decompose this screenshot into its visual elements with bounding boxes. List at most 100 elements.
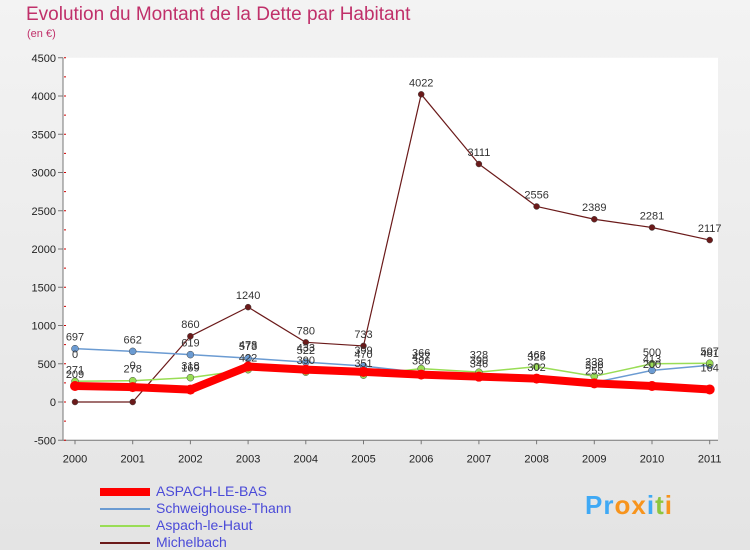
data-point	[473, 371, 484, 382]
legend-swatch	[100, 508, 150, 510]
proxiti-logo: Proxiti	[585, 490, 673, 521]
data-point	[360, 342, 367, 350]
data-label: 200	[643, 359, 661, 371]
data-label: 470	[354, 349, 372, 361]
data-label: 2389	[582, 202, 606, 214]
data-label: 4022	[409, 77, 433, 89]
y-tick-label: 1500	[32, 282, 56, 294]
data-point	[475, 160, 483, 168]
data-point	[127, 382, 138, 393]
logo-letter: x	[631, 490, 647, 520]
data-point	[186, 373, 195, 382]
data-label: 733	[354, 329, 372, 341]
legend-swatch	[100, 488, 150, 496]
data-label: 255	[585, 365, 603, 377]
data-label: 399	[354, 345, 372, 357]
data-point	[243, 361, 254, 372]
data-point	[647, 381, 657, 392]
data-point	[302, 339, 310, 346]
data-label: 351	[354, 358, 372, 370]
data-label: 386	[412, 355, 430, 367]
legend-label: Aspach-le-Haut	[156, 517, 253, 533]
data-label: 2117	[698, 223, 722, 235]
y-tick-label: 2000	[32, 244, 56, 256]
data-point	[706, 236, 713, 244]
data-label: 390	[297, 355, 315, 367]
data-point	[71, 344, 79, 353]
y-tick-label: 1000	[32, 321, 56, 333]
data-label: 366	[412, 348, 430, 360]
y-tick-label: 3000	[32, 168, 56, 180]
data-point	[531, 373, 542, 384]
data-point	[244, 303, 252, 311]
data-point	[532, 362, 541, 371]
y-tick-label: 4500	[32, 53, 56, 65]
legend-label: ASPACH-LE-BAS	[156, 483, 267, 499]
data-point	[648, 224, 656, 231]
x-tick-label: 2007	[467, 453, 491, 465]
legend-swatch	[100, 542, 150, 544]
y-tick-label: 4000	[32, 91, 56, 103]
data-point	[416, 369, 427, 380]
data-point	[186, 350, 195, 359]
data-label: 619	[181, 338, 199, 350]
logo-letter: r	[603, 490, 615, 520]
series-line	[75, 93, 710, 403]
data-label: 2281	[640, 211, 664, 223]
data-label: 346	[470, 359, 488, 371]
legend-swatch	[100, 525, 150, 527]
data-label: 3111	[467, 147, 490, 159]
data-point	[533, 203, 540, 210]
data-point	[648, 360, 656, 368]
x-tick-label: 2003	[236, 453, 260, 465]
logo-letter: t	[655, 490, 665, 520]
x-tick-label: 2008	[524, 453, 548, 465]
data-label: 2556	[524, 189, 548, 201]
data-point	[589, 378, 600, 389]
data-point	[705, 359, 714, 367]
logo-letter: o	[614, 490, 632, 520]
x-tick-label: 2001	[120, 453, 144, 465]
data-point	[417, 91, 425, 98]
logo-letter: i	[664, 490, 673, 520]
x-tick-label: 2005	[351, 453, 375, 465]
data-label: 860	[181, 319, 199, 331]
data-label: 390	[470, 355, 488, 367]
data-label: 500	[643, 347, 661, 359]
data-label: 573	[239, 341, 257, 353]
data-label: 328	[470, 350, 488, 362]
data-point	[129, 398, 136, 406]
data-label: 413	[643, 353, 661, 365]
chart-subtitle: (en €)	[27, 28, 56, 40]
data-point	[185, 384, 196, 395]
data-label: 209	[66, 369, 84, 381]
data-point	[704, 384, 715, 395]
data-point	[300, 364, 311, 375]
data-label: 336	[585, 359, 603, 371]
data-point	[591, 215, 598, 223]
data-label: 325	[527, 352, 545, 364]
data-label: 433	[297, 343, 315, 355]
y-tick-label: 0	[50, 397, 56, 409]
data-label: 271	[66, 364, 84, 376]
x-tick-label: 2011	[698, 453, 722, 465]
y-tick-label: 500	[38, 359, 56, 371]
logo-letter: P	[585, 490, 604, 520]
data-label: 437	[412, 352, 430, 364]
legend-label: Schweighouse-Thann	[156, 500, 292, 516]
x-tick-label: 2006	[409, 453, 433, 465]
y-tick-label: 2500	[32, 206, 56, 218]
data-point	[187, 332, 194, 340]
data-label: 462	[527, 350, 545, 362]
x-tick-label: 2000	[63, 453, 87, 465]
data-label: 0	[72, 349, 78, 361]
data-label: 238	[585, 356, 603, 368]
data-label: 478	[239, 340, 257, 352]
data-label: 1240	[236, 290, 260, 302]
data-label: 507	[701, 346, 719, 358]
x-tick-label: 2009	[582, 453, 606, 465]
data-label: 164	[701, 362, 719, 374]
data-label: 780	[297, 325, 315, 337]
